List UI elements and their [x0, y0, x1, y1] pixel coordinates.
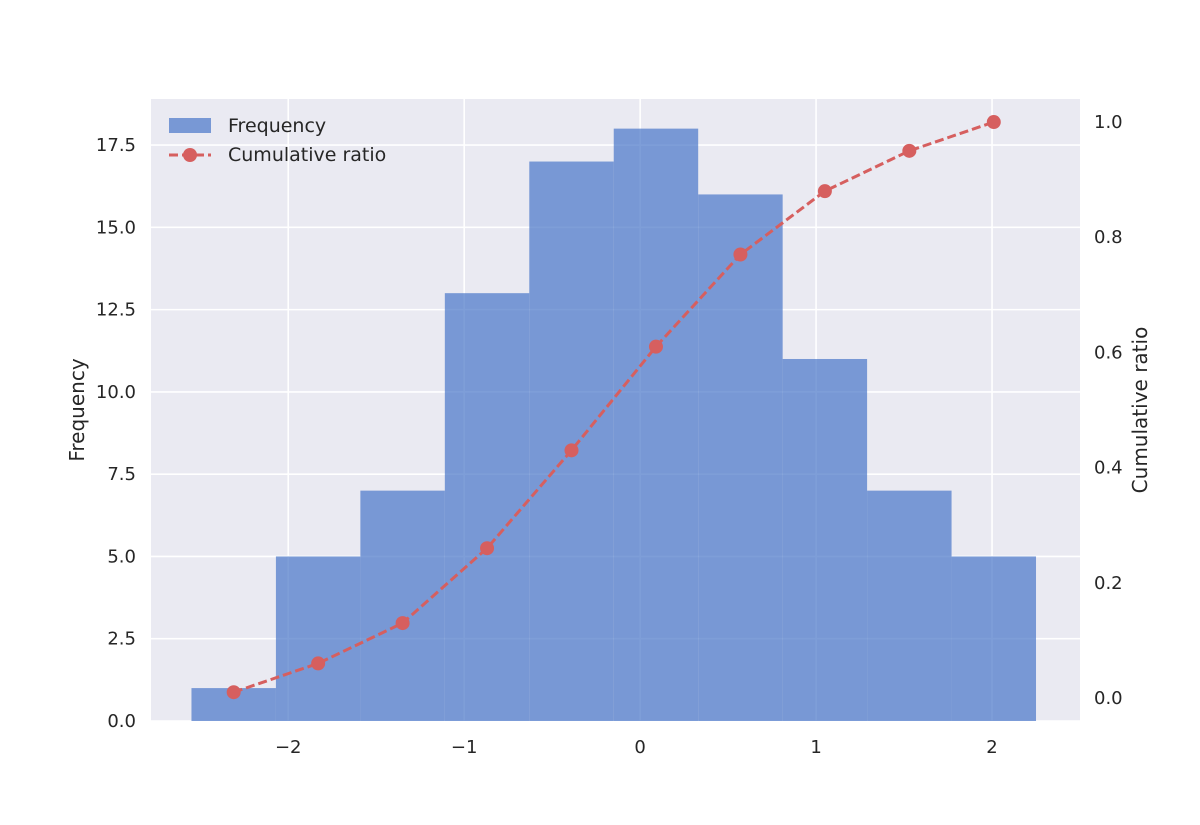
x-tick-label: −1: [451, 737, 478, 758]
cumulative-point: [817, 184, 832, 199]
histogram-bar: [782, 358, 868, 721]
legend-frequency-swatch: [169, 118, 211, 133]
legend-frequency-label: Frequency: [228, 115, 326, 137]
cumulative-point: [564, 443, 579, 458]
left-y-tick-label: 10.0: [96, 382, 136, 403]
left-y-axis-ticks: 0.0 2.5 5.0 7.5 10.0 12.5 15.0 17.5: [96, 135, 136, 732]
histogram-bar: [867, 490, 952, 721]
right-y-axis-label: Cumulative ratio: [1128, 327, 1152, 494]
left-y-tick-label: 5.0: [107, 546, 136, 567]
x-tick-label: 2: [986, 737, 997, 758]
cumulative-point: [311, 656, 326, 671]
histogram-bar: [444, 293, 530, 721]
right-y-tick-label: 0.8: [1094, 227, 1123, 248]
histogram-bar: [951, 556, 1037, 721]
right-y-tick-label: 0.4: [1094, 458, 1123, 479]
histogram-bar: [529, 161, 614, 721]
x-axis-ticks: −2 −1 0 1 2: [275, 737, 998, 758]
left-y-tick-label: 15.0: [96, 217, 136, 238]
histogram-bars: [191, 128, 1037, 722]
left-y-axis-label: Frequency: [65, 358, 89, 461]
right-y-tick-label: 0.2: [1094, 573, 1123, 594]
histogram-bar: [360, 490, 445, 721]
legend: Frequency Cumulative ratio: [169, 115, 386, 166]
left-y-tick-label: 7.5: [107, 464, 136, 485]
left-y-tick-label: 12.5: [96, 300, 136, 321]
x-tick-label: 0: [634, 737, 645, 758]
legend-cumulative-marker: [183, 148, 197, 162]
histogram-bar: [275, 556, 361, 721]
cumulative-point: [395, 616, 410, 631]
legend-cumulative-label: Cumulative ratio: [228, 144, 386, 166]
cumulative-point: [733, 247, 748, 262]
right-y-tick-label: 1.0: [1094, 112, 1123, 133]
cumulative-point: [480, 541, 495, 556]
left-y-tick-label: 0.0: [107, 711, 136, 732]
histogram-bar: [613, 128, 699, 722]
x-tick-label: 1: [810, 737, 821, 758]
left-y-tick-label: 17.5: [96, 135, 136, 156]
x-tick-label: −2: [275, 737, 302, 758]
cumulative-line-path: [233, 120, 995, 694]
cumulative-line: [226, 115, 1001, 700]
right-y-tick-label: 0.6: [1094, 342, 1123, 363]
cumulative-point: [902, 143, 917, 158]
right-y-axis-ticks: 0.0 0.2 0.4 0.6 0.8 1.0: [1094, 112, 1123, 709]
left-y-tick-label: 2.5: [107, 629, 136, 650]
histogram-bar: [698, 194, 783, 721]
cumulative-point: [648, 339, 663, 354]
right-y-tick-label: 0.0: [1094, 688, 1123, 709]
cumulative-point: [226, 685, 241, 700]
cumulative-point: [986, 115, 1001, 130]
